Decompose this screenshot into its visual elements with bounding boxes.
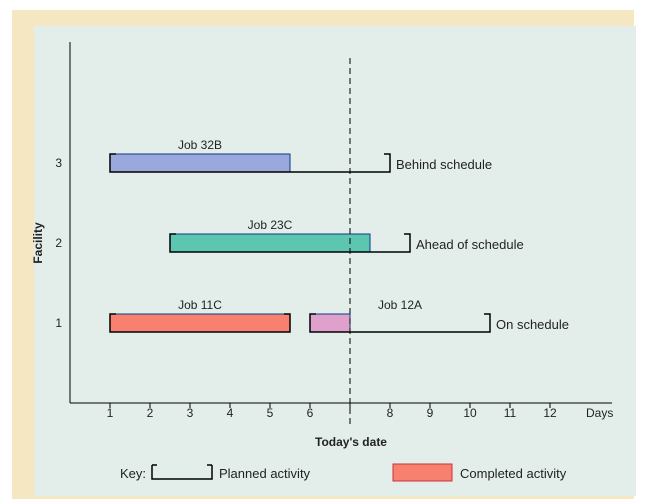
- x-tick-label: 11: [504, 406, 517, 420]
- completed-bar: [109, 153, 291, 173]
- completed-bar: [169, 233, 371, 253]
- x-tick-label: 5: [267, 406, 274, 420]
- legend-planned-label: Planned activity: [219, 466, 311, 481]
- x-tick-label: 9: [427, 406, 434, 420]
- legend-completed-label: Completed activity: [460, 466, 567, 481]
- axes: [69, 42, 612, 404]
- x-tick-label: 6: [307, 406, 314, 420]
- y-ticks: 1 2 3: [55, 156, 62, 330]
- x-tick-label: 3: [187, 406, 194, 420]
- x-tick-label: 8: [387, 406, 394, 420]
- job-bars: Job 32B Behind schedule Job 23C Ahead of sc…: [109, 138, 569, 333]
- planned-bracket: [169, 233, 411, 253]
- y-tick-label: 2: [55, 236, 62, 250]
- status-label: On schedule: [496, 317, 569, 332]
- chart-frame: [12, 10, 636, 499]
- status-label: Behind schedule: [396, 157, 492, 172]
- x-tick-label: 10: [463, 406, 477, 420]
- job-label: Job 32B: [178, 138, 222, 152]
- job-job-11c: Job 11C: [109, 298, 291, 333]
- chart-panel: [34, 26, 636, 496]
- x-unit-label: Days: [586, 406, 613, 420]
- planned-bracket: [109, 153, 391, 173]
- status-label: Ahead of schedule: [416, 237, 524, 252]
- x-tick-label: 12: [543, 406, 557, 420]
- legend-completed-swatch: [392, 463, 453, 482]
- y-tick-label: 1: [55, 316, 62, 330]
- planned-bracket: [309, 313, 491, 333]
- y-axis-title: Facility: [31, 222, 45, 264]
- x-axis-title: Today's date: [315, 435, 387, 449]
- x-tick-label: 2: [147, 406, 154, 420]
- x-ticks: 1 2 3 4 5 6 8 9 10 11 12: [107, 403, 557, 420]
- planned-bracket: [109, 313, 291, 333]
- job-job-32b: Job 32B Behind schedule: [109, 138, 492, 173]
- x-tick-label: 4: [227, 406, 234, 420]
- legend-key-label: Key:: [120, 466, 146, 481]
- y-tick-label: 3: [55, 156, 62, 170]
- job-label: Job 12A: [378, 298, 422, 312]
- job-label: Job 23C: [248, 218, 293, 232]
- completed-bar: [109, 313, 291, 333]
- legend: Key: Planned activity Completed activity: [120, 463, 567, 482]
- completed-bar: [309, 313, 351, 333]
- legend-planned-bracket: [151, 465, 213, 480]
- job-job-12a: Job 12A On schedule: [309, 298, 569, 333]
- job-label: Job 11C: [178, 298, 222, 312]
- job-job-23c: Job 23C Ahead of schedule: [169, 218, 524, 253]
- x-tick-label: 1: [107, 406, 114, 420]
